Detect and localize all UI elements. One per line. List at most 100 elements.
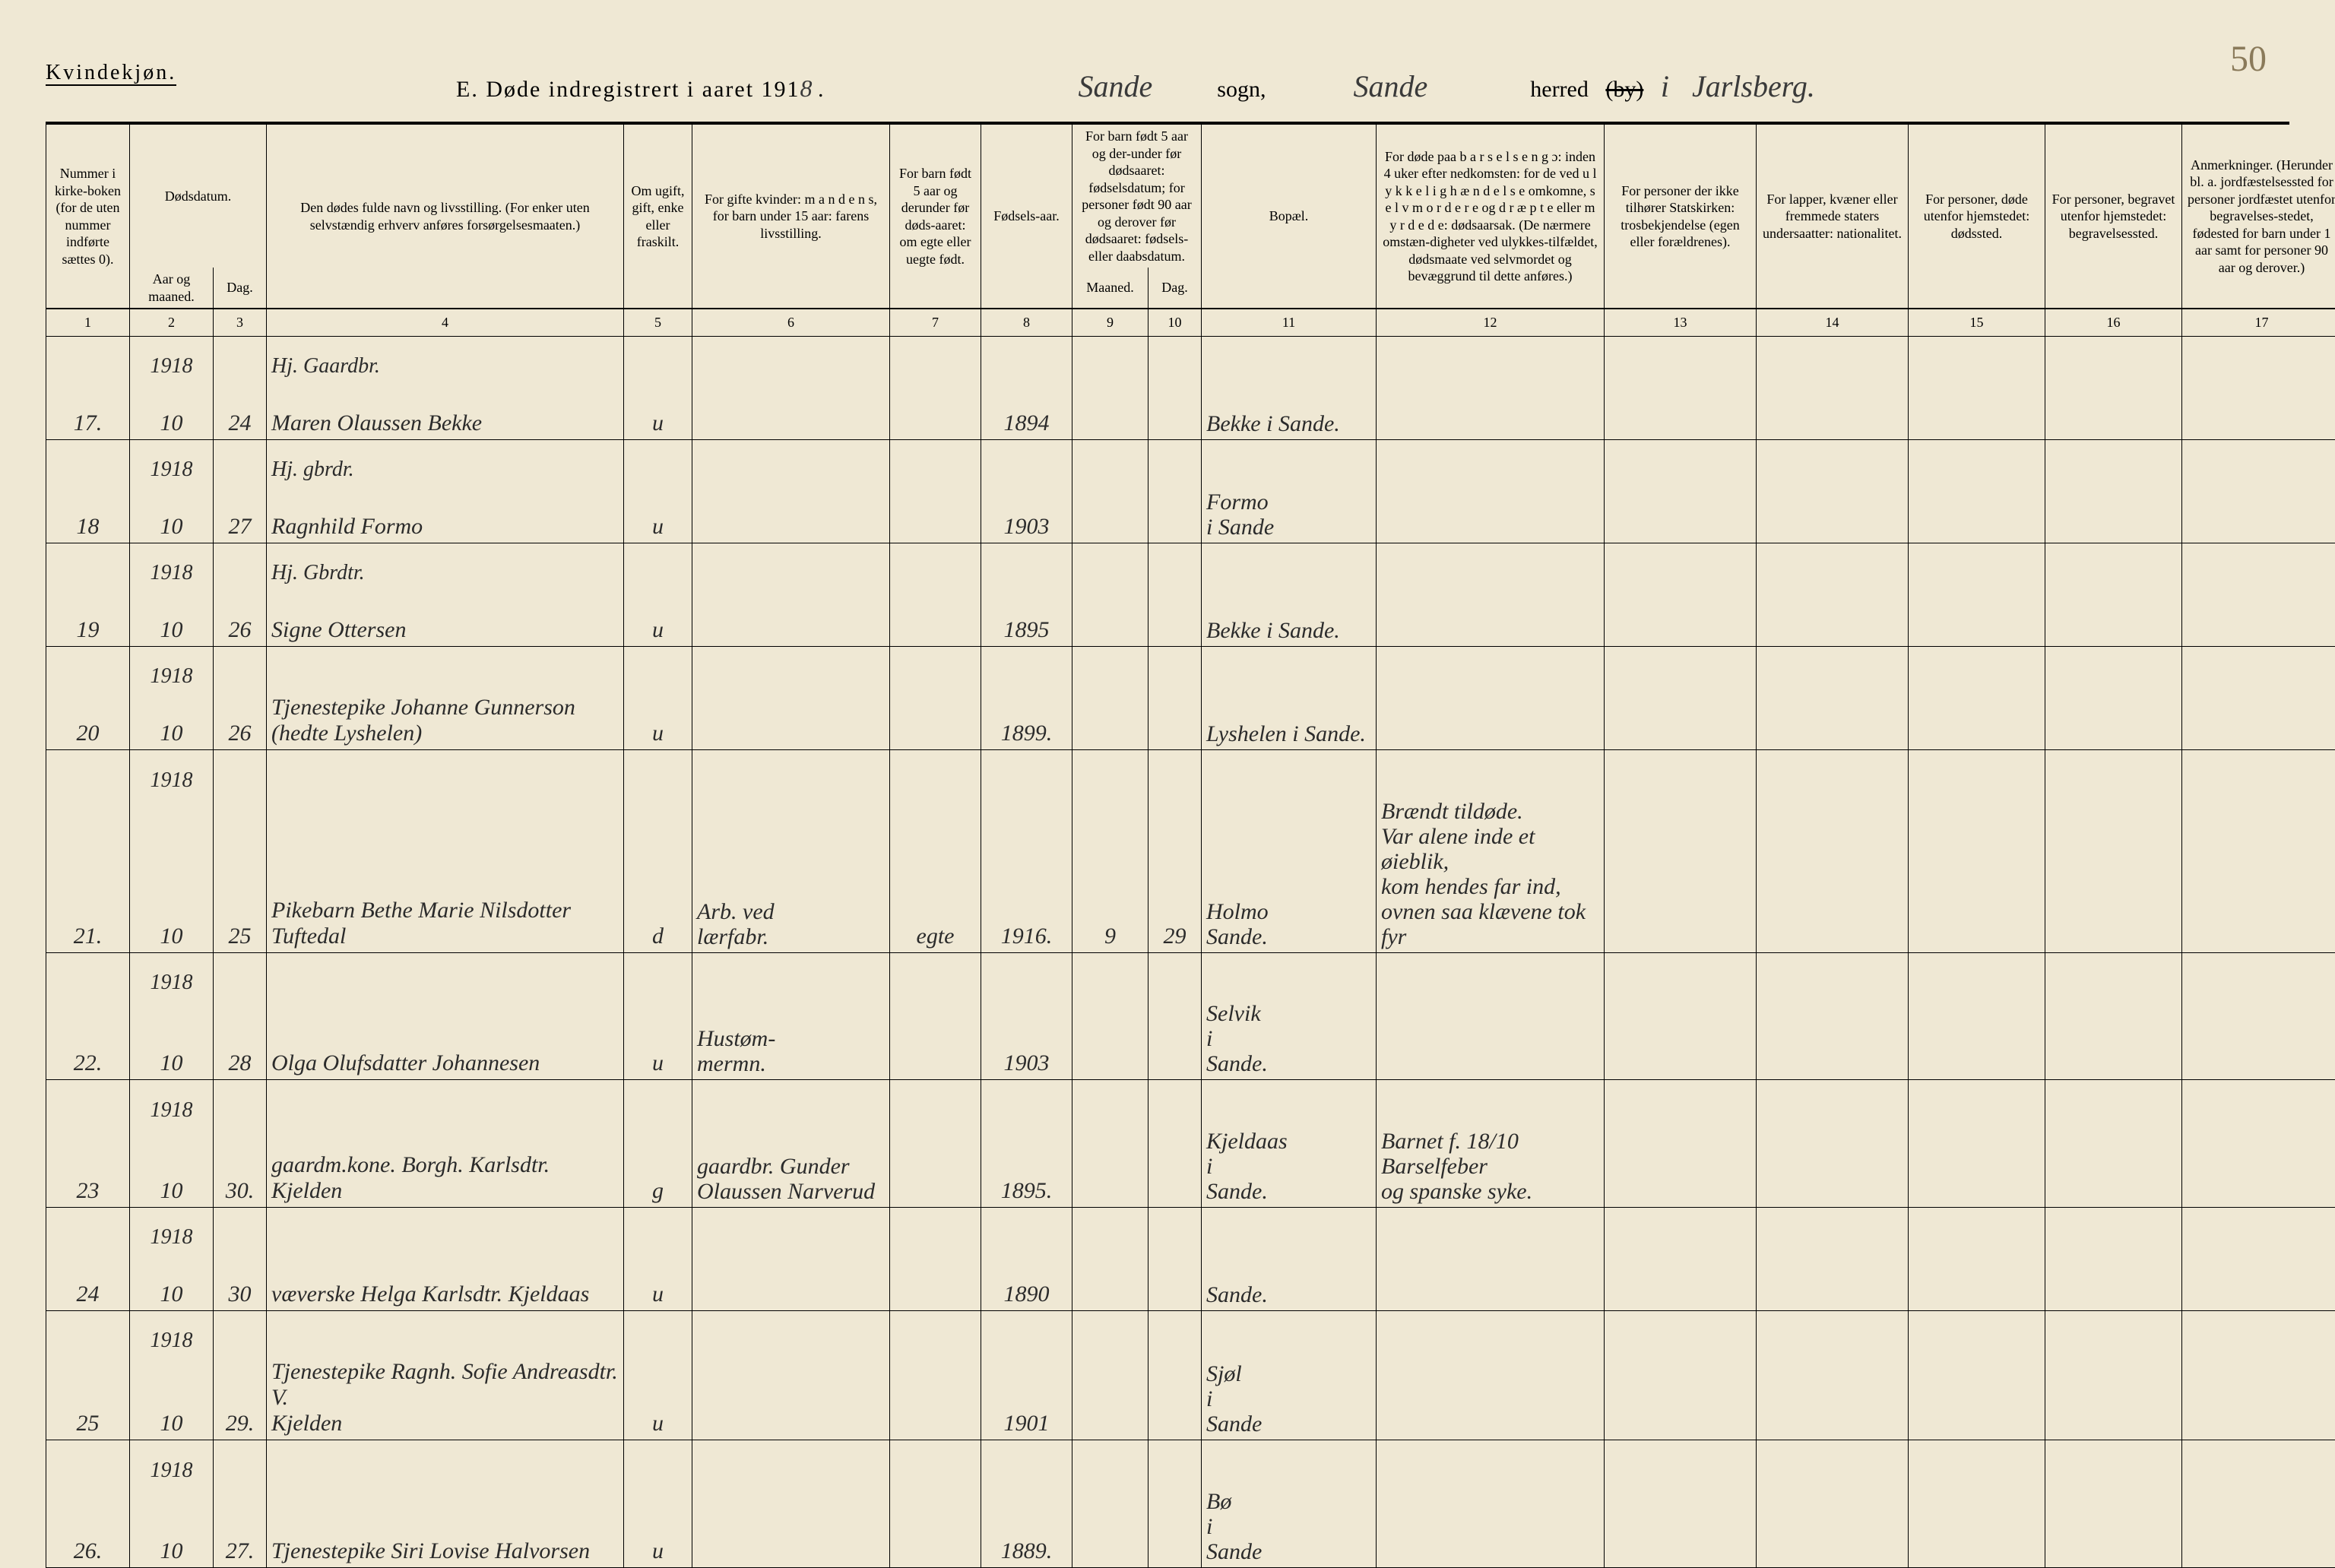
cell-empty xyxy=(2182,1310,2335,1356)
cell-month: 10 xyxy=(130,1486,214,1568)
cell-empty xyxy=(214,543,267,588)
cell-day: 26 xyxy=(214,692,267,750)
cell-empty xyxy=(214,646,267,692)
cell-empty xyxy=(692,750,890,796)
cell-legitimacy xyxy=(890,1253,981,1310)
cell-15 xyxy=(1909,1253,2045,1310)
cell-empty xyxy=(1377,1080,1605,1126)
cell-empty xyxy=(1148,439,1202,485)
cell-birth-day xyxy=(1148,382,1202,439)
cell-name: gaardm.kone. Borgh. Karlsdtr. Kjelden xyxy=(267,1126,624,1208)
cell-parent-occupation xyxy=(692,1253,890,1310)
col-header-6: For gifte kvinder: m a n d e n s, for ba… xyxy=(692,125,890,309)
cell-empty xyxy=(624,1440,692,1486)
cell-empty xyxy=(2182,543,2335,588)
column-number: 1 xyxy=(46,309,130,336)
cell-year: 1918 xyxy=(130,336,214,382)
cell-status: u xyxy=(624,1356,692,1440)
cell-empty xyxy=(214,952,267,998)
cell-empty xyxy=(1757,1207,1909,1253)
cell-empty xyxy=(692,1080,890,1126)
cell-empty xyxy=(2182,646,2335,692)
cell-day: 30 xyxy=(214,1253,267,1310)
cell-occupation-note: Hj. gbrdr. xyxy=(267,439,624,485)
cell-empty xyxy=(1909,336,2045,382)
cell-empty xyxy=(981,952,1072,998)
cell-cause xyxy=(1377,382,1605,439)
cell-empty xyxy=(1148,1080,1202,1126)
table-row-yearline: 1918 xyxy=(46,750,2335,796)
cell-13 xyxy=(1605,1356,1757,1440)
cell-legitimacy xyxy=(890,998,981,1080)
table-row-yearline: 1918 xyxy=(46,1440,2335,1486)
cell-empty xyxy=(1605,646,1757,692)
cell-birth-month xyxy=(1072,485,1148,543)
cell-empty xyxy=(214,1207,267,1253)
cell-empty xyxy=(890,1207,981,1253)
cell-empty xyxy=(890,952,981,998)
cell-empty xyxy=(1909,1207,2045,1253)
cell-empty xyxy=(1072,439,1148,485)
cell-empty xyxy=(1377,336,1605,382)
cell-empty xyxy=(981,646,1072,692)
cell-13 xyxy=(1605,1486,1757,1568)
cell-cause xyxy=(1377,692,1605,750)
cell-empty xyxy=(1757,750,1909,796)
col-header-12: For døde paa b a r s e l s e n g ɔ: inde… xyxy=(1377,125,1605,309)
cell-empty xyxy=(2182,952,2335,998)
cell-year: 1918 xyxy=(130,646,214,692)
cell-residence: Formoi Sande xyxy=(1202,485,1377,543)
cell-empty xyxy=(267,1440,624,1486)
cell-17 xyxy=(2182,382,2335,439)
col-header-15: For personer, døde utenfor hjemstedet: d… xyxy=(1909,125,2045,309)
table-row: 191026Signe Ottersenu1895Bekke i Sande. xyxy=(46,588,2335,646)
cell-empty xyxy=(1605,750,1757,796)
cell-empty xyxy=(267,750,624,796)
cell-month: 10 xyxy=(130,1356,214,1440)
cell-empty xyxy=(1202,1310,1377,1356)
cell-15 xyxy=(1909,588,2045,646)
cell-14 xyxy=(1757,1126,1909,1208)
cell-number: 22. xyxy=(46,998,130,1080)
cell-empty xyxy=(214,750,267,796)
col-header-13: For personer der ikke tilhører Statskirk… xyxy=(1605,125,1757,309)
col-header-7: For barn født 5 aar og derunder før døds… xyxy=(890,125,981,309)
cell-birth-day xyxy=(1148,998,1202,1080)
cell-empty xyxy=(1909,439,2045,485)
table-row-yearline: 1918 xyxy=(46,1310,2335,1356)
cell-empty xyxy=(2045,952,2182,998)
cell-empty xyxy=(981,1440,1072,1486)
cell-empty xyxy=(1202,1080,1377,1126)
cell-empty xyxy=(692,646,890,692)
cell-empty xyxy=(1757,646,1909,692)
cell-empty xyxy=(2045,543,2182,588)
table-row-yearline: 1918 Hj. Gbrdtr. xyxy=(46,543,2335,588)
title-prefix: E. Døde indregistrert i aaret 191 xyxy=(456,77,800,102)
column-number: 9 xyxy=(1072,309,1148,336)
cell-empty xyxy=(1072,1440,1148,1486)
table-row: 201026Tjenestepike Johanne Gunnerson(hed… xyxy=(46,692,2335,750)
cell-empty xyxy=(1605,439,1757,485)
cell-16 xyxy=(2045,382,2182,439)
cell-occupation-note: Hj. Gaardbr. xyxy=(267,336,624,382)
cell-13 xyxy=(1605,382,1757,439)
cell-empty xyxy=(1757,543,1909,588)
cell-empty xyxy=(981,750,1072,796)
cell-birth-day xyxy=(1148,1253,1202,1310)
cell-empty xyxy=(2045,336,2182,382)
cell-empty xyxy=(981,1207,1072,1253)
cell-name: Olga Olufsdatter Johannesen xyxy=(267,998,624,1080)
cell-legitimacy: egte xyxy=(890,796,981,953)
cell-empty xyxy=(1377,1310,1605,1356)
cell-16 xyxy=(2045,1253,2182,1310)
cell-empty xyxy=(2182,336,2335,382)
cell-month: 10 xyxy=(130,1253,214,1310)
cell-birth-day xyxy=(1148,1486,1202,1568)
title-row: E. Døde indregistrert i aaret 1918 . San… xyxy=(0,68,2335,104)
column-numbers-row: 1234567891011121314151617 xyxy=(46,309,2335,336)
column-number: 2 xyxy=(130,309,214,336)
cell-name: Pikebarn Bethe Marie NilsdotterTuftedal xyxy=(267,796,624,953)
cell-legitimacy xyxy=(890,588,981,646)
cell-empty xyxy=(1909,952,2045,998)
cell-empty xyxy=(1605,1310,1757,1356)
